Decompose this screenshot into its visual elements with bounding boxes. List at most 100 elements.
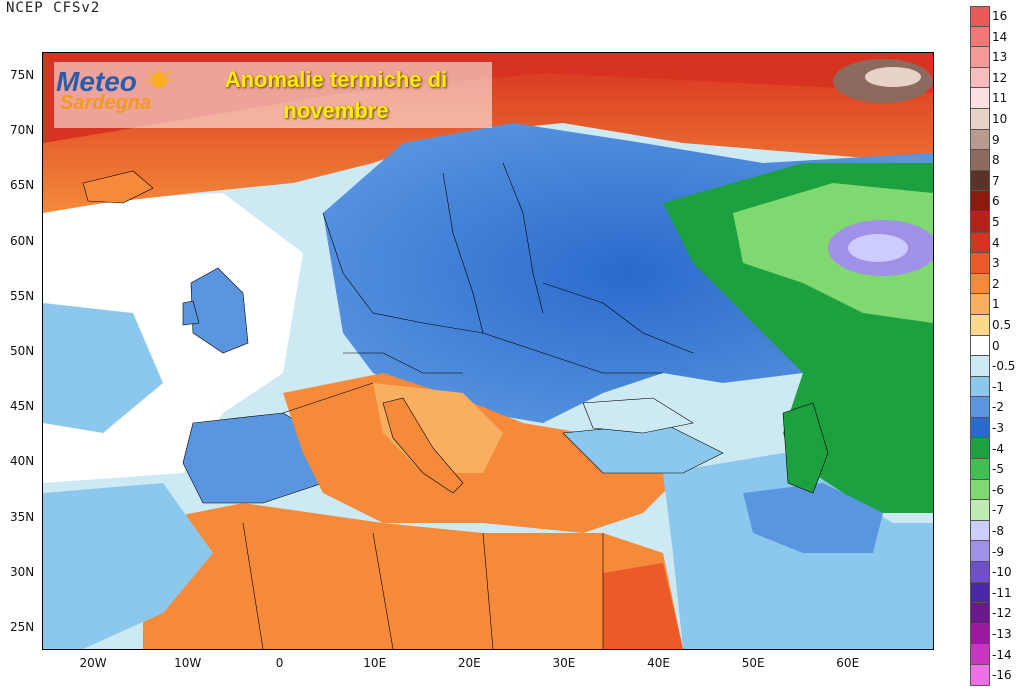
colorbar-label: -7: [992, 503, 1004, 518]
longitude-label: 40E: [647, 656, 670, 670]
colorbar-label: -10: [992, 565, 1012, 580]
italy: [382, 397, 464, 494]
colorbar-swatch: [970, 417, 990, 439]
latitude-label: 35N: [10, 509, 35, 524]
latitude-label: 45N: [10, 399, 35, 414]
colorbar-label: -1: [992, 379, 1004, 394]
colorbar-swatch: [970, 644, 990, 665]
colorbar-label: -16: [992, 668, 1012, 683]
colorbar-legend: [970, 6, 990, 686]
colorbar-swatch: [970, 191, 990, 212]
latitude-label: 50N: [10, 344, 35, 358]
colorbar-label: 3: [992, 256, 1000, 271]
colorbar-swatch: [970, 438, 990, 460]
longitude-label: 10W: [174, 656, 202, 670]
colorbar-swatch: [970, 108, 990, 130]
longitude-label: 20E: [457, 656, 481, 670]
colorbar-swatch: [970, 47, 990, 68]
latitude-label: 30N: [10, 564, 35, 579]
colorbar-label: -3: [992, 421, 1004, 435]
sun-icon: [145, 66, 173, 88]
latitude-label: 75N: [10, 68, 35, 82]
colorbar-label: 8: [992, 153, 1000, 168]
colorbar-label: 7: [992, 173, 1000, 188]
country-borders: [242, 162, 694, 649]
colorbar-label: -11: [992, 585, 1012, 600]
colorbar-label: 6: [992, 194, 1000, 209]
colorbar-swatch: [970, 541, 990, 563]
colorbar-swatch: [970, 129, 990, 151]
colorbar-swatch: [970, 479, 990, 501]
colorbar-label: 16: [992, 9, 1008, 23]
colorbar-label: -0.5: [992, 359, 1016, 374]
colorbar-label: 0: [992, 338, 1000, 353]
colorbar-swatch: [970, 314, 990, 336]
black-sea: [582, 397, 694, 434]
colorbar-swatch: [970, 26, 990, 48]
colorbar-label: 14: [992, 29, 1008, 44]
longitude-label: 30E: [552, 656, 576, 670]
colorbar-swatch: [970, 6, 990, 27]
colorbar-swatch: [970, 582, 990, 604]
map-canvas: [43, 53, 933, 649]
colorbar-swatch: [970, 665, 990, 686]
colorbar-swatch: [970, 273, 990, 295]
colorbar-swatch: [970, 623, 990, 645]
colorbar-label: 9: [992, 132, 1000, 147]
caspian-sea: [782, 402, 829, 494]
latitude-label: 25N: [10, 620, 35, 634]
colorbar-swatch: [970, 520, 990, 542]
colorbar-swatch: [970, 335, 990, 357]
colorbar-label: 0.5: [992, 318, 1012, 332]
colorbar-label: -8: [992, 524, 1004, 538]
iceland: [82, 170, 154, 204]
longitude-label: 50E: [741, 656, 765, 670]
colorbar-swatch: [970, 211, 990, 233]
colorbar-label: 2: [992, 276, 1000, 291]
latitude-label: 55N: [10, 288, 35, 303]
iberia: [182, 412, 334, 504]
map-title: Anomalie termiche di novembre: [224, 67, 448, 123]
logo-sardegna-word: Sardegna: [60, 92, 152, 114]
north-africa-warm-zone: [143, 503, 683, 649]
latitude-label: 65N: [10, 178, 35, 193]
colorbar-swatch: [970, 67, 990, 89]
latitude-label: 60N: [10, 233, 35, 248]
colorbar-swatch: [970, 232, 990, 254]
atlantic-cool-zone: [43, 303, 163, 433]
colorbar-label: -13: [992, 627, 1012, 641]
title-banner: [54, 62, 492, 128]
longitude-label: 10E: [363, 656, 387, 670]
colorbar-swatch: [970, 376, 990, 398]
colorbar-label: 10: [992, 112, 1008, 126]
colorbar-swatch: [970, 603, 990, 624]
colorbar-label: -12: [992, 606, 1012, 621]
novaya-zemlya-peak: [865, 67, 921, 87]
colorbar-label: -6: [992, 482, 1004, 497]
colorbar-label: -9: [992, 544, 1004, 559]
model-source-label: NCEP CFSv2: [6, 0, 101, 16]
colorbar-swatch: [970, 170, 990, 192]
longitude-label: 60E: [836, 656, 860, 670]
logo-meteo-word: Meteo: [56, 66, 137, 97]
colorbar-swatch: [970, 294, 990, 315]
iran-cold-zone: [743, 483, 883, 553]
colorbar-swatch: [970, 356, 990, 377]
colorbar-label: 1: [992, 297, 1000, 312]
colorbar-label: -2: [992, 400, 1004, 415]
red-sea-warm-core: [603, 563, 683, 649]
colorbar-label: 12: [992, 70, 1008, 85]
colorbar-swatch: [970, 500, 990, 521]
colorbar-swatch: [970, 88, 990, 109]
longitude-label: 0: [275, 656, 284, 670]
colorbar-label: -14: [992, 647, 1012, 662]
british-isles: [190, 267, 249, 354]
latitude-label: 70N: [10, 123, 35, 138]
colorbar-label: -5: [992, 462, 1004, 477]
russia-extreme-cold-center: [848, 234, 908, 262]
temperature-anomaly-map: [42, 52, 934, 650]
west-africa-coast-cool-zone: [43, 483, 213, 649]
colorbar-swatch: [970, 150, 990, 171]
colorbar-swatch: [970, 459, 990, 480]
colorbar-label: -4: [992, 441, 1004, 456]
